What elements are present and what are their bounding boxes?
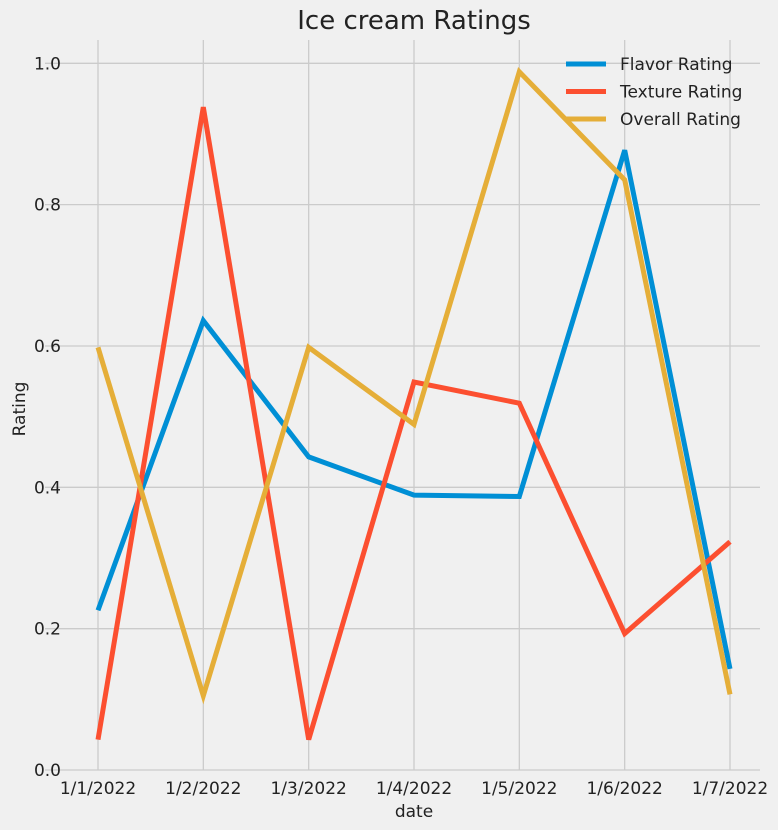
legend: Flavor Rating Texture Rating Overall Ratin…: [566, 55, 742, 130]
y-tick-label: 1.0: [34, 54, 61, 74]
chart-title: Ice cream Ratings: [297, 6, 531, 36]
x-tick-label: 1/5/2022: [481, 779, 557, 799]
y-axis-label: Rating: [10, 382, 30, 437]
series-line-overall-rating: [95, 67, 733, 705]
x-tick-label: 1/3/2022: [270, 779, 346, 799]
series-lines: [95, 67, 733, 741]
y-tick-label: 0.8: [34, 196, 61, 216]
legend-label: Flavor Rating: [620, 55, 733, 75]
series-line-texture-rating: [95, 106, 732, 741]
legend-label: Texture Rating: [619, 83, 742, 103]
x-tick-label: 1/7/2022: [692, 779, 768, 799]
series-line-flavor-rating: [95, 149, 733, 670]
y-tick-label: 0.6: [34, 337, 61, 357]
x-axis-label: date: [395, 802, 433, 822]
x-tick-label: 1/4/2022: [376, 779, 452, 799]
y-tick-label: 0.2: [34, 620, 61, 640]
legend-label: Overall Rating: [620, 110, 741, 130]
x-tick-label: 1/1/2022: [60, 779, 136, 799]
tick-labels: 0.0 0.2 0.4 0.6 0.8 1.0 1/1/2022 1/2/2022 1/3/20…: [34, 54, 768, 799]
x-tick-label: 1/2/2022: [165, 779, 241, 799]
y-tick-label: 0.0: [34, 761, 61, 781]
y-tick-label: 0.4: [34, 478, 61, 498]
x-tick-label: 1/6/2022: [586, 779, 662, 799]
